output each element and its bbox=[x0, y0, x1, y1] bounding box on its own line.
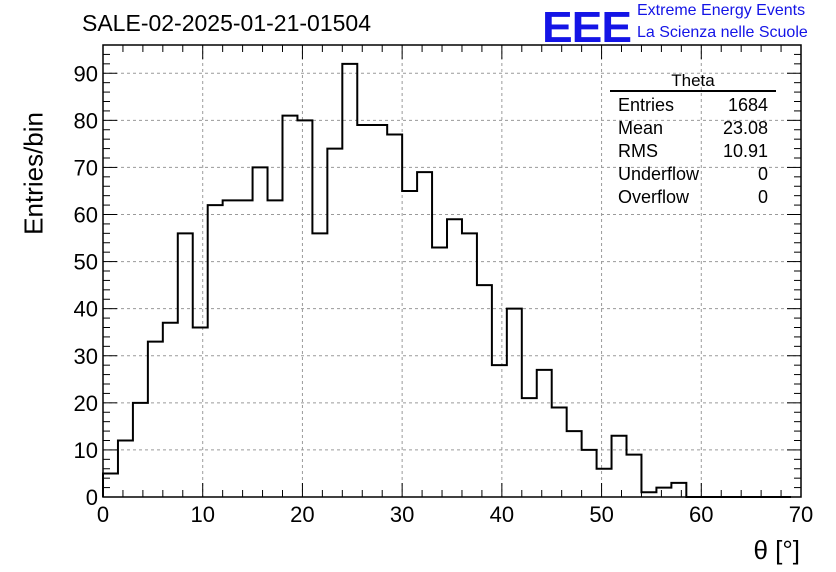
x-tick-label: 20 bbox=[290, 502, 314, 527]
stats-value: 0 bbox=[757, 187, 768, 207]
x-tick-label: 70 bbox=[789, 502, 813, 527]
stats-label: Entries bbox=[618, 95, 675, 115]
plot-frame bbox=[102, 44, 802, 498]
y-axis-label: Entries/bin bbox=[18, 112, 49, 235]
eee-logo: EEE bbox=[542, 2, 632, 52]
chart-title: SALE-02-2025-01-21-01504 bbox=[82, 10, 371, 36]
stats-box: Theta Entries 1684 Mean 23.08 RMS 10.91 … bbox=[610, 71, 776, 209]
stats-label: Mean bbox=[618, 118, 664, 138]
stats-label: Overflow bbox=[618, 187, 690, 207]
logo-subtitle-line1: Extreme Energy Events bbox=[637, 2, 806, 19]
stats-value: 10.91 bbox=[722, 141, 768, 161]
stats-row-overflow: Overflow 0 bbox=[610, 186, 776, 209]
x-tick-label: 50 bbox=[589, 502, 613, 527]
stats-value: 23.08 bbox=[722, 118, 768, 138]
y-tick-label: 10 bbox=[74, 438, 98, 463]
stats-value: 0 bbox=[757, 164, 768, 184]
x-tick-label: 30 bbox=[390, 502, 414, 527]
y-tick-label: 50 bbox=[74, 250, 98, 275]
y-tick-label: 0 bbox=[86, 485, 98, 510]
stats-label: Underflow bbox=[618, 164, 700, 184]
stats-label: RMS bbox=[618, 141, 658, 161]
y-tick-label: 60 bbox=[74, 203, 98, 228]
logo-subtitle-line2: La Scienza nelle Scuole bbox=[637, 24, 808, 41]
x-tick-label: 10 bbox=[190, 502, 214, 527]
y-tick-label: 40 bbox=[74, 297, 98, 322]
grid-lines bbox=[103, 45, 801, 497]
stats-value: 1684 bbox=[727, 95, 768, 115]
tick-labels: 0 10 20 30 40 50 60 70 0 10 20 30 40 50 60 70 80 90 bbox=[74, 61, 814, 527]
y-tick-label: 90 bbox=[74, 61, 98, 86]
stats-row-mean: Mean 23.08 bbox=[610, 117, 776, 140]
y-tick-label: 20 bbox=[74, 391, 98, 416]
x-tick-label: 0 bbox=[97, 502, 109, 527]
stats-box-title: Theta bbox=[610, 71, 776, 92]
x-tick-label: 40 bbox=[490, 502, 514, 527]
y-tick-label: 70 bbox=[74, 155, 98, 180]
stats-row-entries: Entries 1684 bbox=[610, 94, 776, 117]
x-axis-label: θ [°] bbox=[753, 535, 800, 565]
stats-row-rms: RMS 10.91 bbox=[610, 140, 776, 163]
stats-row-underflow: Underflow 0 bbox=[610, 163, 776, 186]
y-tick-label: 30 bbox=[74, 344, 98, 369]
x-tick-label: 60 bbox=[689, 502, 713, 527]
histogram-line bbox=[102, 62, 792, 498]
y-tick-label: 80 bbox=[74, 108, 98, 133]
axis-ticks bbox=[102, 44, 802, 498]
